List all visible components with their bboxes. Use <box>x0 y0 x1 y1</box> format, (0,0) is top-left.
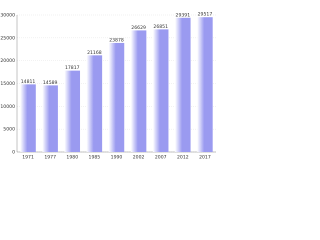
bar <box>108 42 125 152</box>
bar <box>42 85 58 152</box>
bar <box>130 30 147 152</box>
bar <box>64 70 81 152</box>
x-tick-label: 1985 <box>89 155 101 161</box>
bar <box>152 29 169 153</box>
value-label: 29517 <box>198 12 213 18</box>
value-label: 14589 <box>43 80 58 86</box>
value-label: 29391 <box>176 12 191 18</box>
chart: 0 5000 10000 15000 20000 25000 30000 1971 14811 1… <box>0 12 216 161</box>
y-tick-label: 5000 <box>3 127 15 133</box>
x-tick-label: 1980 <box>66 155 78 161</box>
value-label: 14811 <box>21 79 36 85</box>
bar <box>20 84 36 152</box>
x-tick-label: 1990 <box>111 155 123 161</box>
x-tick-label: 2007 <box>155 155 167 161</box>
bar <box>197 17 213 152</box>
value-label: 21168 <box>87 50 102 56</box>
y-tick-label: 30000 <box>0 13 15 19</box>
y-tick-label: 10000 <box>0 104 15 110</box>
y-tick-label: 20000 <box>0 58 15 64</box>
x-tick-label: 2002 <box>133 155 145 161</box>
y-tick-label: 25000 <box>0 35 15 41</box>
value-label: 26851 <box>153 24 168 30</box>
y-tick-label: 15000 <box>0 81 15 87</box>
value-label: 26629 <box>131 25 146 31</box>
y-tick-label: 0 <box>12 150 15 156</box>
bar <box>86 55 103 152</box>
value-label: 17817 <box>65 65 80 71</box>
x-tick-label: 2012 <box>177 155 189 161</box>
bar <box>175 17 191 153</box>
x-tick-label: 2017 <box>199 155 211 161</box>
x-tick-label: 1977 <box>44 155 56 161</box>
value-label: 23878 <box>109 37 124 43</box>
x-tick-label: 1971 <box>22 155 34 161</box>
